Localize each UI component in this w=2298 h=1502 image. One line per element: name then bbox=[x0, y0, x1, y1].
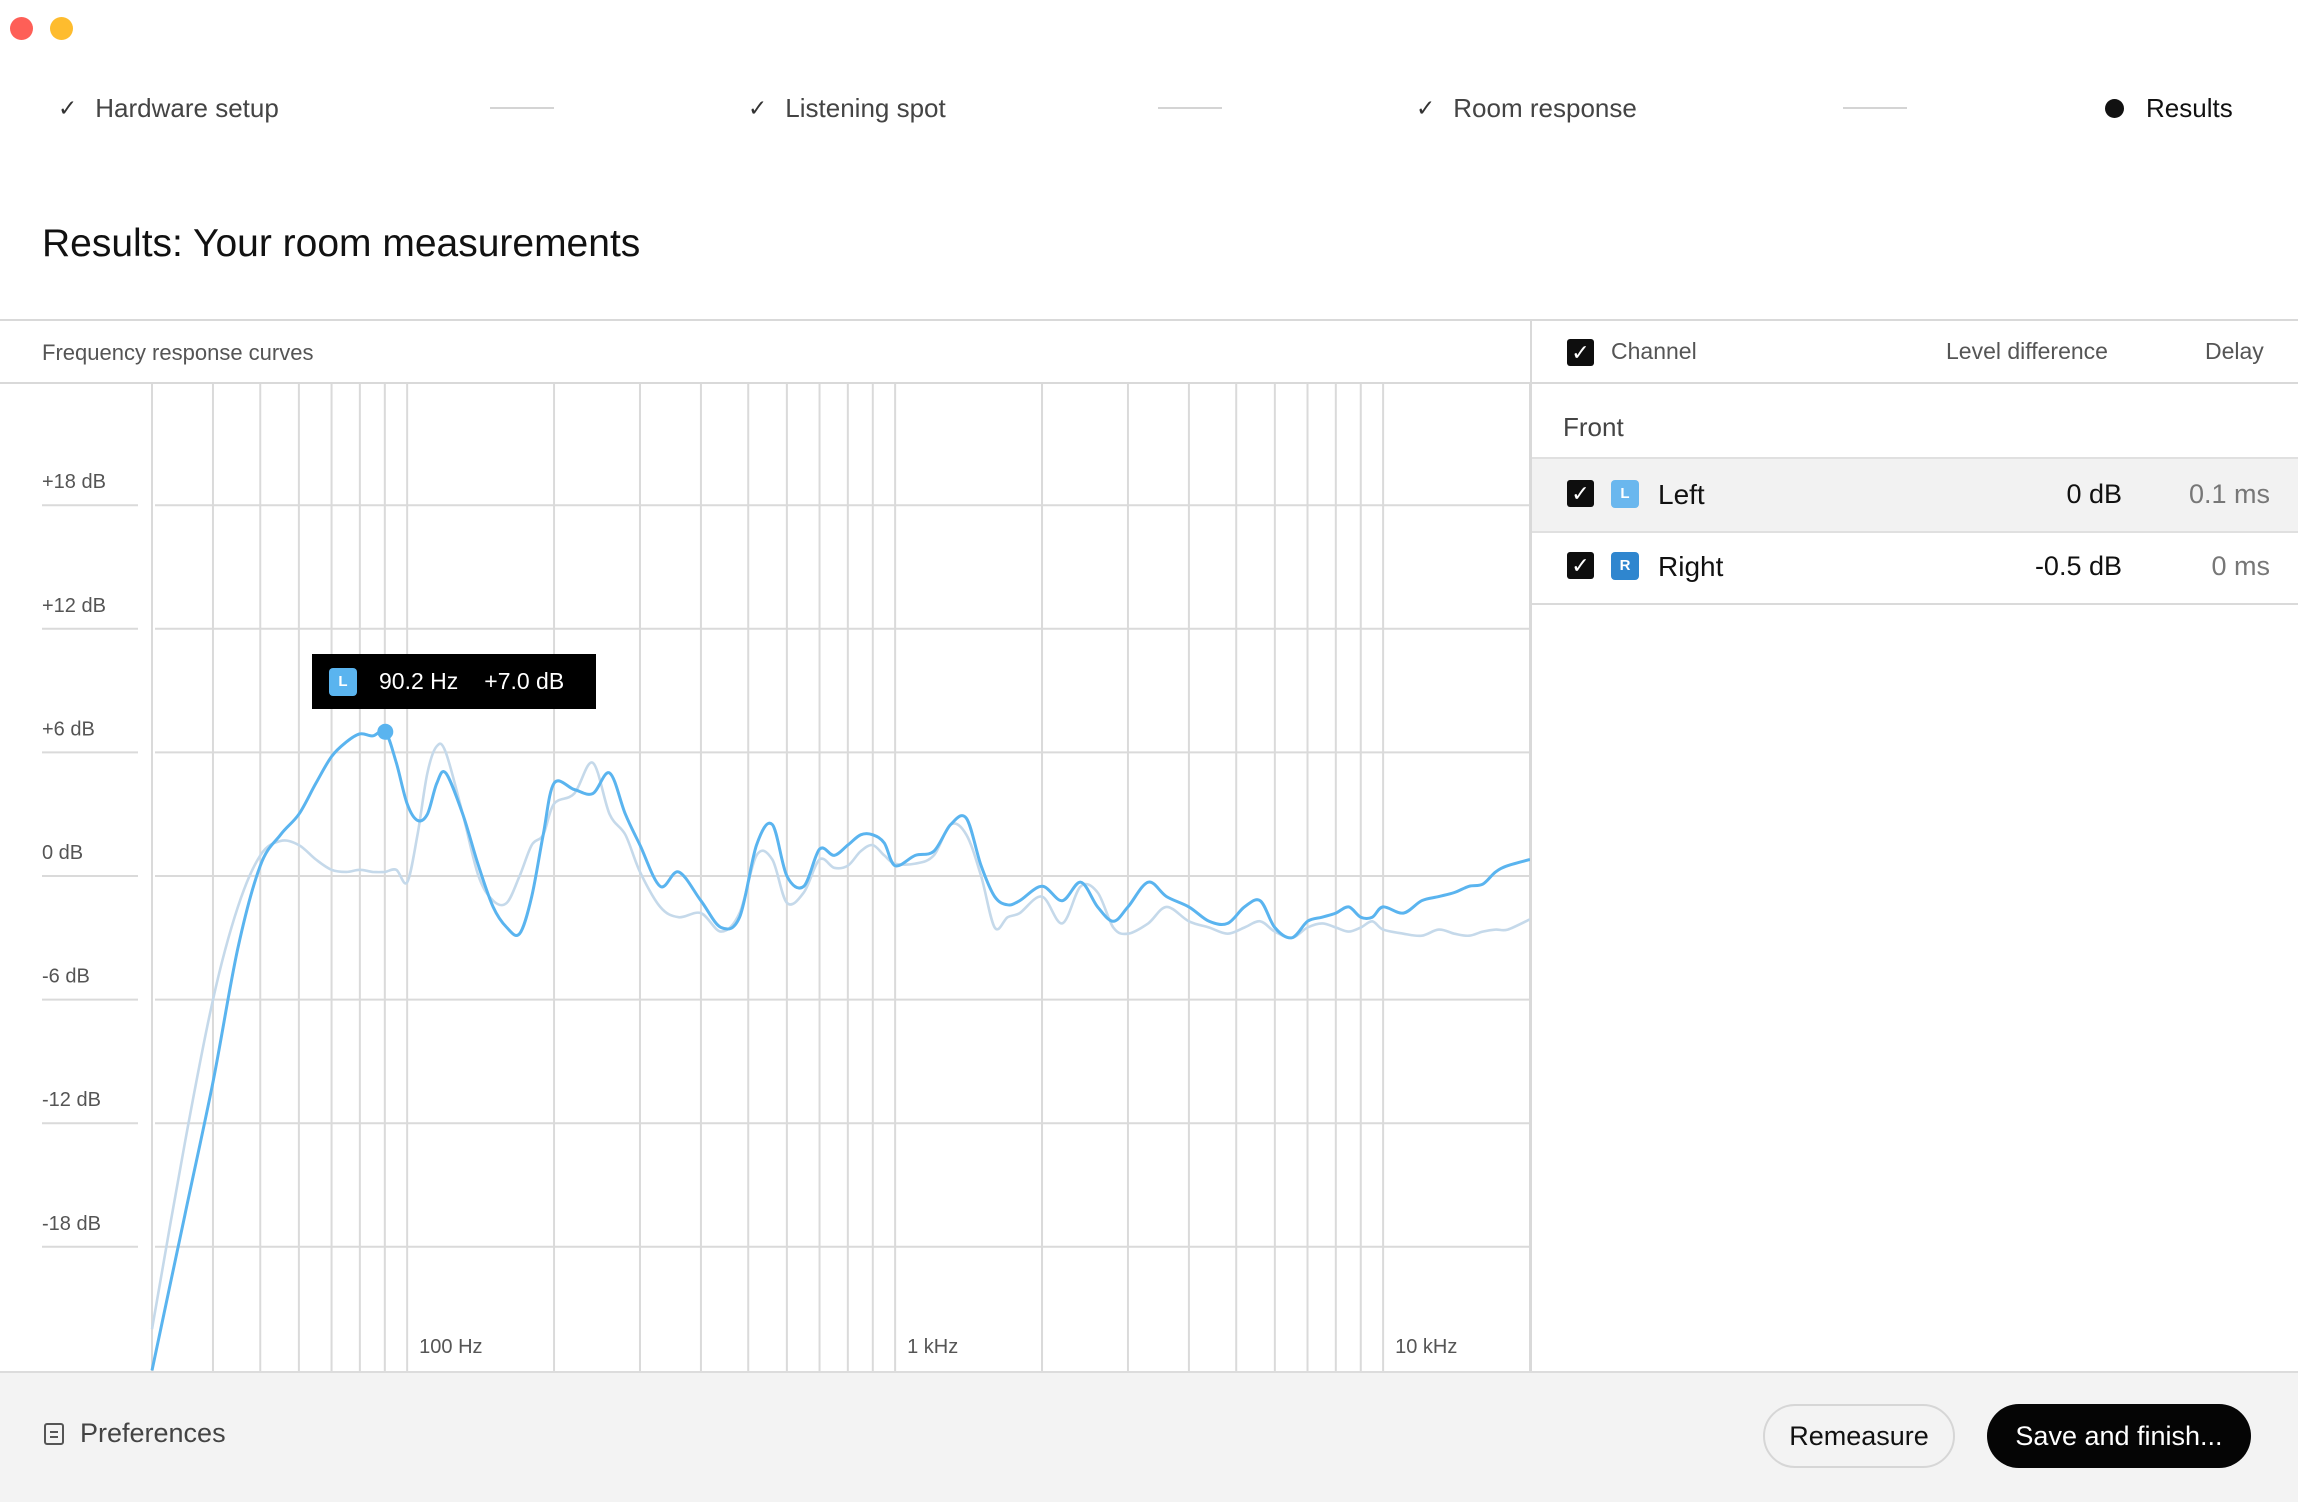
group-label-front: Front bbox=[1563, 412, 1624, 442]
x-tick-label: 10 kHz bbox=[1395, 1336, 1457, 1358]
channel-badge-left: L bbox=[329, 667, 357, 696]
channel-badge-left: L bbox=[1611, 480, 1639, 508]
select-all-checkbox[interactable]: ✓ bbox=[1567, 339, 1594, 366]
preferences-button[interactable]: Preferences bbox=[44, 1418, 226, 1449]
step-hardware-setup: ✓ Hardware setup bbox=[58, 88, 279, 128]
channel-name-left: Left bbox=[1658, 479, 1705, 510]
y-tick-label: +18 dB bbox=[42, 471, 106, 493]
close-window-button[interactable] bbox=[10, 17, 33, 40]
divider bbox=[0, 319, 2298, 321]
step-separator bbox=[1158, 107, 1222, 109]
step-label: Hardware setup bbox=[95, 92, 279, 123]
checkmark-icon: ✓ bbox=[1416, 94, 1436, 121]
tooltip-frequency: 90.2 Hz bbox=[379, 668, 459, 694]
minimize-window-button[interactable] bbox=[50, 17, 73, 40]
channel-name-right: Right bbox=[1658, 551, 1724, 582]
series-line-L bbox=[150, 729, 1530, 1371]
remeasure-button[interactable]: Remeasure bbox=[1763, 1404, 1955, 1468]
divider bbox=[1530, 319, 1532, 1371]
channel-checkbox-left[interactable]: ✓ bbox=[1567, 480, 1594, 507]
step-room-response: ✓ Room response bbox=[1416, 88, 1637, 128]
checkmark-icon: ✓ bbox=[58, 94, 78, 121]
highlight-marker bbox=[377, 723, 394, 740]
divider bbox=[0, 382, 2298, 384]
step-listening-spot: ✓ Listening spot bbox=[748, 88, 946, 128]
column-header-channel: Channel bbox=[1611, 338, 1697, 364]
checkmark-icon: ✓ bbox=[748, 94, 768, 121]
step-results: Results bbox=[2105, 88, 2233, 128]
step-label: Room response bbox=[1453, 92, 1637, 123]
y-tick-label: -18 dB bbox=[42, 1213, 101, 1235]
column-header-delay: Delay bbox=[2205, 338, 2264, 364]
table-row-left[interactable]: ✓ L Left 0 dB 0.1 ms bbox=[1532, 457, 2298, 533]
step-label: Listening spot bbox=[785, 92, 946, 123]
y-axis-tick-labels: +18 dB +12 dB +6 dB 0 dB -6 dB -12 dB -18 dB bbox=[42, 471, 106, 1235]
series-lines bbox=[150, 729, 1530, 1371]
level-difference-right: -0.5 dB bbox=[2034, 551, 2122, 581]
chart-section-title: Frequency response curves bbox=[42, 340, 314, 365]
divider bbox=[1532, 382, 2298, 384]
tooltip-level: +7.0 dB bbox=[484, 668, 565, 694]
x-tick-label: 100 Hz bbox=[419, 1336, 482, 1358]
delay-left: 0.1 ms bbox=[2188, 479, 2270, 509]
step-label: Results bbox=[2146, 92, 2233, 123]
y-tick-label: 0 dB bbox=[42, 842, 83, 864]
page-title: Results: Your room measurements bbox=[42, 222, 641, 265]
y-tick-label: -6 dB bbox=[42, 966, 90, 988]
channel-badge-right: R bbox=[1611, 552, 1639, 580]
chart-tooltip: L 90.2 Hz +7.0 dB bbox=[312, 654, 596, 709]
y-tick-label: +12 dB bbox=[42, 595, 106, 617]
preferences-icon bbox=[44, 1422, 64, 1445]
table-row-right[interactable]: ✓ R Right -0.5 dB 0 ms bbox=[1532, 531, 2298, 605]
x-axis-tick-labels: 100 Hz 1 kHz 10 kHz bbox=[419, 1336, 1457, 1358]
channel-checkbox-right[interactable]: ✓ bbox=[1567, 552, 1594, 579]
vertical-grid bbox=[151, 384, 1530, 1371]
column-header-level-difference: Level difference bbox=[1946, 338, 2108, 364]
step-separator bbox=[490, 107, 554, 109]
horizontal-grid bbox=[42, 504, 1530, 1248]
step-separator bbox=[1843, 107, 1907, 109]
frequency-response-chart[interactable]: +18 dB +12 dB +6 dB 0 dB -6 dB -12 dB -18 dB 1… bbox=[0, 384, 1530, 1371]
series-line-R bbox=[150, 742, 1530, 1330]
preferences-label: Preferences bbox=[80, 1418, 226, 1448]
x-tick-label: 1 kHz bbox=[907, 1336, 958, 1358]
delay-right: 0 ms bbox=[2211, 551, 2270, 581]
y-tick-label: -12 dB bbox=[42, 1089, 101, 1111]
save-and-finish-button[interactable]: Save and finish... bbox=[1987, 1404, 2251, 1468]
y-tick-label: +6 dB bbox=[42, 718, 95, 740]
highlight-point bbox=[377, 723, 394, 740]
level-difference-left: 0 dB bbox=[2066, 479, 2122, 509]
current-step-dot-icon bbox=[2105, 98, 2124, 118]
